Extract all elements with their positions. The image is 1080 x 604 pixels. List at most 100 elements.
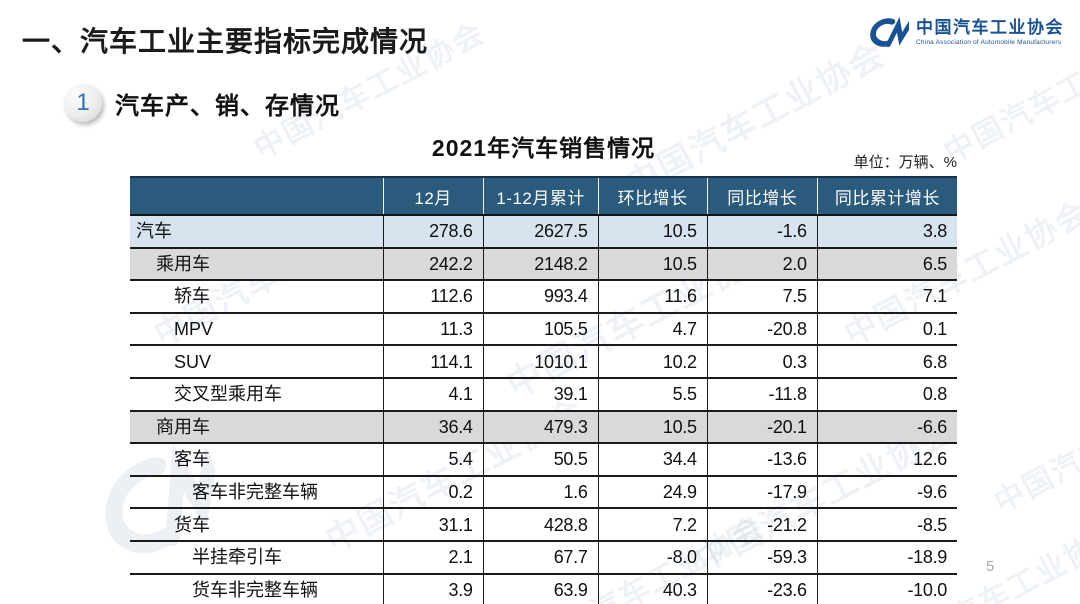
cell-value: -13.6 xyxy=(706,443,818,477)
table-row: 客车非完整车辆 0.2 1.6 24.9 -17.9 -9.6 xyxy=(130,475,957,510)
cell-value: 24.9 xyxy=(597,475,708,510)
cell-value: 7.1 xyxy=(816,280,957,314)
table-row: 轿车 112.6 993.4 11.6 7.5 7.1 xyxy=(130,280,957,314)
cell-value: -23.6 xyxy=(706,573,818,604)
row-label: 交叉型乘用车 xyxy=(130,377,384,412)
unit-label: 单位：万辆、% xyxy=(853,154,957,171)
cell-value: -1.6 xyxy=(706,215,818,249)
row-label: 半挂牵引车 xyxy=(130,540,384,575)
cell-value: 4.1 xyxy=(382,377,484,412)
sales-table: 12月 1-12月累计 环比增长 同比增长 同比累计增长 汽车 278.6 2627.5 10… xyxy=(130,176,957,604)
cell-value: -59.3 xyxy=(706,540,818,575)
row-label: 乘用车 xyxy=(130,247,384,282)
cell-value: 10.5 xyxy=(597,410,708,445)
page-title: 一、汽车工业主要指标完成情况 xyxy=(22,26,429,57)
table-row: 商用车 36.4 479.3 10.5 -20.1 -6.6 xyxy=(130,410,957,445)
table-row: 货车 31.1 428.8 7.2 -21.2 -8.5 xyxy=(130,508,957,542)
column-header xyxy=(130,176,384,216)
cell-value: 3.8 xyxy=(816,215,957,249)
cell-value: -11.8 xyxy=(706,377,818,412)
cell-value: 242.2 xyxy=(382,247,484,282)
cell-value: 5.5 xyxy=(597,377,708,412)
section-number-badge: 1 xyxy=(64,84,102,122)
cell-value: 6.8 xyxy=(816,345,957,379)
table-row: 货车非完整车辆 3.9 63.9 40.3 -23.6 -10.0 xyxy=(130,573,957,604)
cell-value: 5.4 xyxy=(382,443,484,477)
cell-value: -8.0 xyxy=(597,540,708,575)
caam-logo: 中国汽车工业协会 China Association of Automobile… xyxy=(855,16,1064,49)
section-title: 汽车产、销、存情况 xyxy=(115,92,340,120)
cell-value: 12.6 xyxy=(816,443,957,477)
watermark-text: 中国汽车工业协会 xyxy=(988,370,1080,520)
table-row: SUV 114.1 1010.1 10.2 0.3 6.8 xyxy=(130,345,957,379)
caam-logo-text: 中国汽车工业协会 China Association of Automobile… xyxy=(916,17,1064,47)
cell-value: 4.7 xyxy=(597,312,708,347)
logo-name-cn: 中国汽车工业协会 xyxy=(916,17,1064,37)
cell-value: 993.4 xyxy=(482,280,599,314)
cell-value: 0.8 xyxy=(816,377,957,412)
cell-value: 7.5 xyxy=(706,280,818,314)
cell-value: 31.1 xyxy=(382,508,484,542)
cell-value: 0.2 xyxy=(382,475,484,510)
cell-value: 39.1 xyxy=(482,377,599,412)
cell-value: 10.5 xyxy=(597,215,708,249)
cell-value: 7.2 xyxy=(597,508,708,542)
row-label: 客车 xyxy=(130,443,384,477)
cell-value: 11.6 xyxy=(597,280,708,314)
cell-value: 278.6 xyxy=(382,215,484,249)
cell-value: 1010.1 xyxy=(482,345,599,379)
row-label: 汽车 xyxy=(130,215,384,249)
cell-value: 2148.2 xyxy=(482,247,599,282)
cell-value: -18.9 xyxy=(816,540,957,575)
row-label: 轿车 xyxy=(130,280,384,314)
cell-value: 428.8 xyxy=(482,508,599,542)
column-header: 1-12月累计 xyxy=(482,176,599,216)
cell-value: -10.0 xyxy=(816,573,957,604)
cell-value: 0.1 xyxy=(816,312,957,347)
cell-value: 10.5 xyxy=(597,247,708,282)
column-header: 12月 xyxy=(382,176,484,216)
cell-value: 2.0 xyxy=(706,247,818,282)
cell-value: 1.6 xyxy=(482,475,599,510)
cell-value: -17.9 xyxy=(706,475,818,510)
cell-value: -21.2 xyxy=(706,508,818,542)
cell-value: -20.1 xyxy=(706,410,818,445)
cell-value: 479.3 xyxy=(482,410,599,445)
cell-value: 67.7 xyxy=(482,540,599,575)
cell-value: 0.3 xyxy=(706,345,818,379)
row-label: SUV xyxy=(130,345,384,379)
row-label: 货车非完整车辆 xyxy=(130,573,384,604)
logo-name-en: China Association of Automobile Manufact… xyxy=(916,39,1062,47)
table-row: MPV 11.3 105.5 4.7 -20.8 0.1 xyxy=(130,312,957,347)
cell-value: 114.1 xyxy=(382,345,484,379)
table-row: 乘用车 242.2 2148.2 10.5 2.0 6.5 xyxy=(130,247,957,282)
cell-value: 2.1 xyxy=(382,540,484,575)
cell-value: 34.4 xyxy=(597,443,708,477)
cell-value: -8.5 xyxy=(816,508,957,542)
cell-value: 40.3 xyxy=(597,573,708,604)
cell-value: 36.4 xyxy=(382,410,484,445)
table-header-row: 12月 1-12月累计 环比增长 同比增长 同比累计增长 xyxy=(130,176,957,216)
cell-value: 11.3 xyxy=(382,312,484,347)
column-header: 同比增长 xyxy=(706,176,818,216)
cell-value: 105.5 xyxy=(482,312,599,347)
cell-value: 10.2 xyxy=(597,345,708,379)
column-header: 环比增长 xyxy=(597,176,708,216)
row-label: 货车 xyxy=(130,508,384,542)
cell-value: 112.6 xyxy=(382,280,484,314)
cell-value: -6.6 xyxy=(816,410,957,445)
table-row: 汽车 278.6 2627.5 10.5 -1.6 3.8 xyxy=(130,215,957,249)
cell-value: 2627.5 xyxy=(482,215,599,249)
page-number: 5 xyxy=(986,558,995,575)
caam-logo-mark-icon xyxy=(870,16,909,48)
cell-value: 63.9 xyxy=(482,573,599,604)
table-row: 客车 5.4 50.5 34.4 -13.6 12.6 xyxy=(130,443,957,477)
table-row: 交叉型乘用车 4.1 39.1 5.5 -11.8 0.8 xyxy=(130,377,957,412)
column-header: 同比累计增长 xyxy=(816,176,957,216)
cell-value: -20.8 xyxy=(706,312,818,347)
row-label: 客车非完整车辆 xyxy=(130,475,384,510)
section-heading: 1 汽车产、销、存情况 xyxy=(64,84,340,122)
table-title: 2021年汽车销售情况 xyxy=(431,135,656,161)
cell-value: 50.5 xyxy=(482,443,599,477)
